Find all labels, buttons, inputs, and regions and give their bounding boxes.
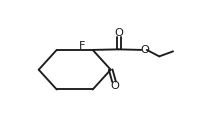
Text: O: O (114, 28, 123, 38)
Text: O: O (140, 45, 149, 55)
Text: O: O (110, 81, 119, 91)
Text: F: F (79, 41, 86, 51)
